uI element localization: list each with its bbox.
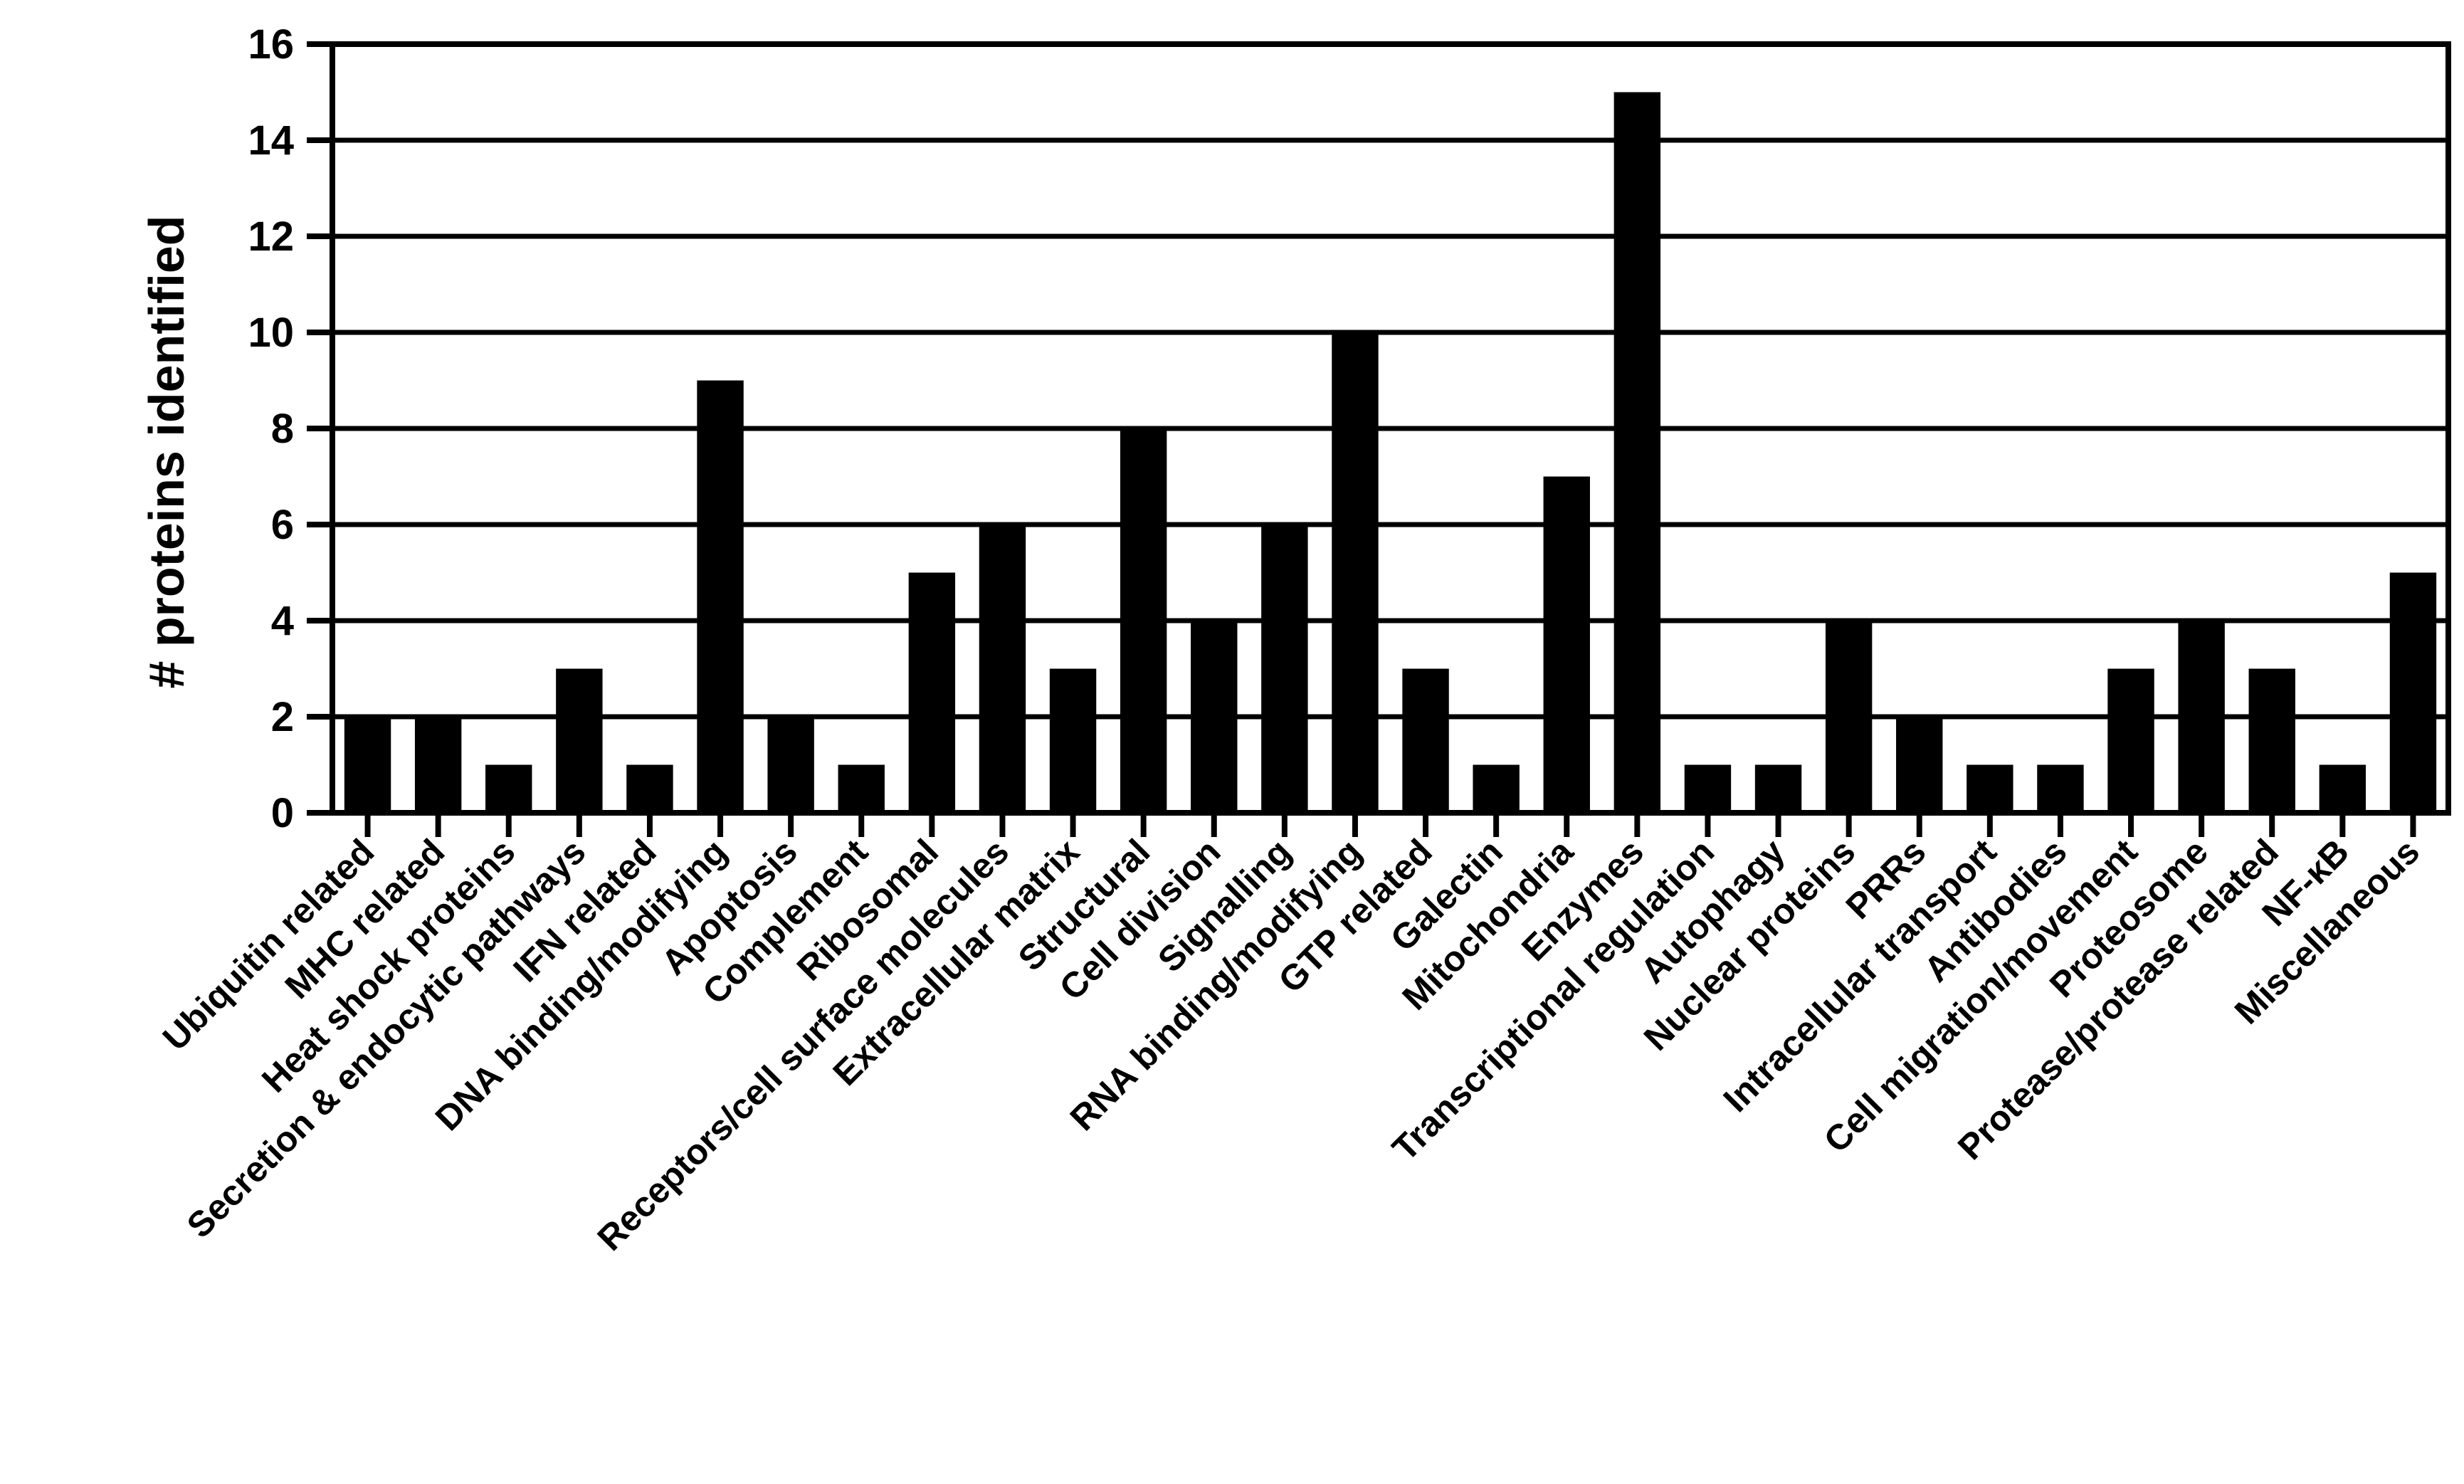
gridlines: [332, 137, 2448, 720]
bar-17: [1543, 476, 1590, 813]
y-tick-label-16: 16: [248, 21, 294, 68]
bar-10: [1049, 668, 1097, 813]
y-tick-label-12: 12: [248, 214, 294, 260]
bar-11: [1120, 428, 1167, 813]
bar-4: [626, 764, 673, 813]
y-tick-label-0: 0: [271, 790, 294, 836]
bar-26: [2178, 621, 2225, 813]
bar-21: [1825, 621, 1873, 813]
bar-14: [1332, 332, 1379, 813]
bar-20: [1754, 764, 1802, 813]
bar-3: [556, 668, 603, 813]
bars: [344, 92, 2437, 813]
bar-15: [1402, 668, 1449, 813]
bar-0: [344, 717, 391, 813]
bar-27: [2248, 668, 2295, 813]
bar-28: [2319, 764, 2366, 813]
y-tick-labels: 0 2 4 6 8 10 12 14 16: [248, 21, 294, 836]
bar-25: [2107, 668, 2154, 813]
bar-12: [1191, 621, 1238, 813]
bar-16: [1473, 764, 1520, 813]
y-tick-label-4: 4: [271, 598, 294, 644]
y-tick-label-10: 10: [248, 310, 294, 356]
bar-13: [1261, 525, 1308, 813]
bar-7: [838, 764, 885, 813]
bar-24: [2037, 764, 2084, 813]
bar-1: [414, 717, 462, 813]
bar-18: [1613, 92, 1661, 813]
bar-2: [485, 764, 532, 813]
bar-9: [979, 525, 1026, 813]
bar-5: [697, 380, 744, 813]
y-tick-label-14: 14: [248, 117, 294, 164]
y-tick-label-6: 6: [271, 502, 294, 548]
axes: [307, 41, 2451, 837]
y-axis-title: # proteins identified: [139, 215, 194, 688]
bar-29: [2389, 572, 2437, 813]
bar-23: [1967, 764, 2013, 813]
bar-19: [1684, 764, 1732, 813]
bar-22: [1896, 717, 1943, 813]
bar-6: [767, 717, 814, 813]
bar-8: [908, 572, 956, 813]
y-tick-label-8: 8: [271, 406, 294, 452]
y-tick-label-2: 2: [271, 694, 294, 740]
